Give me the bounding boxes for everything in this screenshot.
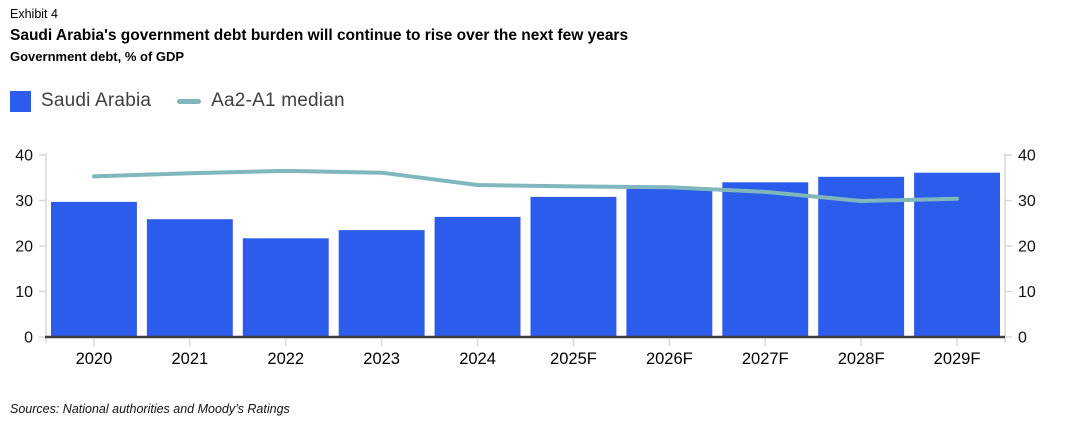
bar-series-swatch-icon — [10, 90, 31, 112]
x-axis-label-2020: 2020 — [76, 350, 113, 368]
bar-2027F — [722, 182, 809, 337]
left-axis-label-10: 10 — [15, 284, 33, 301]
bar-2020 — [51, 201, 137, 337]
right-axis-label-30: 30 — [1018, 193, 1036, 210]
x-axis-label-2025F: 2025F — [550, 350, 597, 368]
left-axis-label-0: 0 — [24, 330, 33, 347]
exhibit-label: Exhibit 4 — [10, 7, 58, 21]
bar-2021 — [146, 219, 233, 337]
bar-2028F — [818, 176, 905, 337]
x-axis-label-2029F: 2029F — [934, 350, 981, 368]
bar-2026F — [626, 188, 713, 337]
chart-legend: Saudi Arabia Aa2-A1 median — [10, 90, 345, 112]
left-axis-label-30: 30 — [15, 193, 33, 210]
x-axis-label-2027F: 2027F — [742, 350, 789, 368]
chart-title: Saudi Arabia's government debt burden wi… — [10, 27, 629, 44]
x-axis-label-2021: 2021 — [171, 350, 208, 368]
line-series-swatch-icon — [177, 98, 202, 104]
legend-item-aa2-a1-median: Aa2-A1 median — [177, 90, 345, 112]
right-axis-label-20: 20 — [1018, 239, 1036, 256]
x-axis-label-2024: 2024 — [459, 350, 496, 368]
x-axis-label-2023: 2023 — [363, 350, 400, 368]
sources-note: Sources: National authorities and Moody’… — [10, 402, 290, 416]
right-axis-label-40: 40 — [1018, 148, 1036, 165]
legend-item-saudi-arabia: Saudi Arabia — [10, 90, 151, 112]
legend-label: Aa2-A1 median — [211, 90, 345, 111]
legend-label: Saudi Arabia — [41, 90, 152, 111]
left-axis-label-40: 40 — [15, 148, 33, 165]
right-axis-label-0: 0 — [1018, 330, 1027, 347]
median-line — [92, 168, 960, 203]
chart-area: 0 0 10 10 20 20 30 30 40 40 2020 2021 2022 2023 2024 20… — [0, 145, 1067, 375]
bar-2025F — [530, 196, 617, 337]
x-axis-label-2022: 2022 — [267, 350, 304, 368]
right-axis-label-10: 10 — [1018, 284, 1036, 301]
x-axis-label-2026F: 2026F — [646, 350, 693, 368]
left-axis-label-20: 20 — [15, 239, 33, 256]
bar-2023 — [338, 230, 425, 337]
x-axis-label-2028F: 2028F — [838, 350, 885, 368]
bar-2024 — [434, 216, 521, 337]
chart-subtitle: Government debt, % of GDP — [10, 49, 185, 64]
bar-2022 — [242, 238, 329, 337]
